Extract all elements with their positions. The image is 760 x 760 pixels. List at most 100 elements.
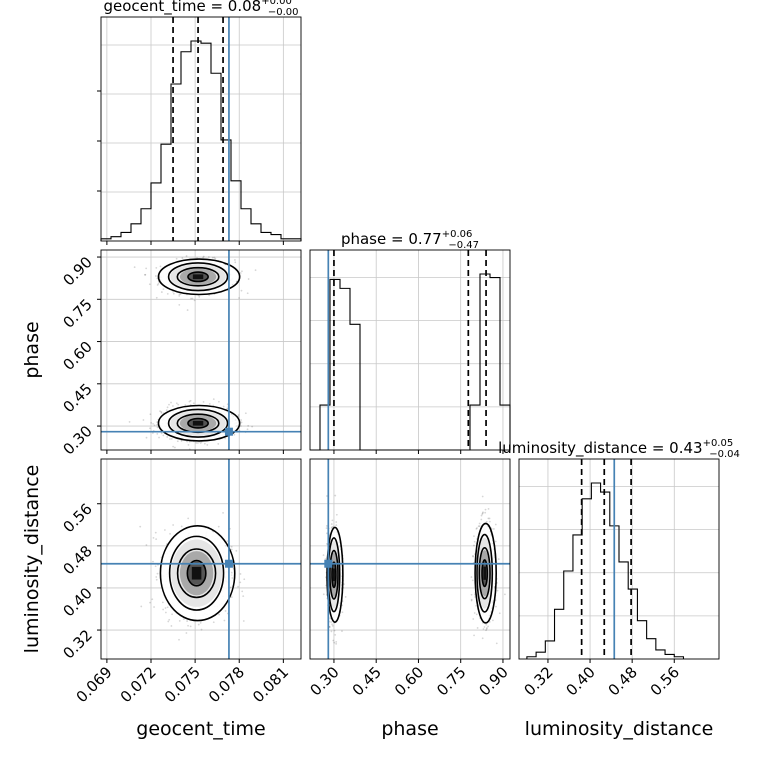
sample-point xyxy=(494,523,497,526)
sample-point xyxy=(160,411,163,414)
contour-line xyxy=(186,559,207,587)
y-tick-label: 0.48 xyxy=(59,542,95,578)
sample-point xyxy=(224,437,227,440)
sample-point xyxy=(160,432,163,435)
sample-point xyxy=(128,421,131,423)
sample-point xyxy=(473,544,475,547)
sample-point xyxy=(179,293,182,296)
sample-point xyxy=(472,554,474,557)
sample-point xyxy=(239,272,242,274)
x-tick-label: 0.48 xyxy=(605,663,641,699)
sample-point xyxy=(150,421,153,424)
histogram-phase xyxy=(310,273,511,451)
x-tick-label: 0.45 xyxy=(349,663,385,699)
sample-point xyxy=(485,520,488,523)
sample-point xyxy=(237,414,240,416)
sample-point xyxy=(486,627,488,629)
sample-point xyxy=(168,403,170,406)
sample-point xyxy=(165,409,168,412)
sample-point xyxy=(187,517,190,520)
sample-point xyxy=(247,424,250,427)
sample-point xyxy=(473,535,475,538)
sample-point xyxy=(470,593,473,596)
sample-point xyxy=(485,623,488,626)
sample-point xyxy=(149,601,151,604)
sample-point xyxy=(470,598,473,601)
sample-point xyxy=(218,613,221,616)
sample-point xyxy=(139,525,142,528)
sample-point xyxy=(494,540,497,543)
sample-point xyxy=(155,296,158,299)
x-tick-label: 0.30 xyxy=(306,663,342,699)
sample-point xyxy=(476,627,479,629)
sample-point xyxy=(191,297,194,300)
sample-point xyxy=(470,576,473,578)
y-tick-label: 0.32 xyxy=(59,626,95,662)
sample-point xyxy=(475,604,478,607)
sample-point xyxy=(166,293,169,295)
sample-point xyxy=(224,610,227,612)
sample-point xyxy=(187,444,190,446)
sample-point xyxy=(178,638,180,641)
x-tick-label: 0.072 xyxy=(117,663,160,706)
sample-point xyxy=(243,578,246,581)
sample-point xyxy=(171,405,174,407)
sample-point xyxy=(325,525,328,527)
sample-point xyxy=(471,579,474,582)
sample-point xyxy=(234,259,236,261)
y-tick-label: 0.45 xyxy=(59,380,95,416)
hist-panel-geocent_time xyxy=(100,17,302,241)
hist-frame-luminosity_distance xyxy=(518,458,720,660)
sample-point xyxy=(156,432,159,435)
panel-title-geocent_time: geocent_time = 0.08+0.00 −0.00 xyxy=(104,0,299,18)
sample-point xyxy=(170,401,172,404)
sample-point xyxy=(242,620,245,622)
sample-point xyxy=(145,436,148,439)
sample-point xyxy=(154,565,157,568)
sample-point xyxy=(164,607,167,609)
sample-point xyxy=(196,442,199,444)
y-axis-label-luminosity_distance: luminosity_distance xyxy=(21,465,43,654)
sample-point xyxy=(481,512,484,515)
sample-point xyxy=(496,589,499,592)
sample-point xyxy=(162,434,165,437)
sample-point xyxy=(472,618,475,620)
sample-point xyxy=(200,628,203,631)
sample-point xyxy=(478,522,481,525)
sample-point xyxy=(207,256,210,258)
sample-point xyxy=(193,299,196,302)
sample-point xyxy=(478,525,481,528)
sample-point xyxy=(251,425,254,428)
sample-point xyxy=(226,540,229,543)
sample-point xyxy=(198,295,201,298)
hist2d-frame-geocent_time-luminosity_distance xyxy=(100,458,302,660)
sample-point xyxy=(326,495,328,497)
sample-point xyxy=(240,421,243,424)
y-axis-label-phase: phase xyxy=(21,321,43,378)
sample-point xyxy=(172,292,175,295)
sample-point xyxy=(488,520,491,523)
sample-point xyxy=(233,433,236,436)
sample-point xyxy=(480,514,483,517)
truth-marker xyxy=(324,559,333,568)
sample-point xyxy=(157,282,160,285)
sample-point xyxy=(488,621,491,623)
truth-marker xyxy=(224,559,233,568)
contour-line xyxy=(157,258,241,296)
histogram-luminosity_distance xyxy=(526,482,685,659)
x-tick-label: 0.56 xyxy=(647,663,683,699)
y-tick-label: 0.30 xyxy=(59,422,95,458)
sample-point xyxy=(330,630,333,633)
x-tick-label: 0.32 xyxy=(520,663,556,699)
sample-point xyxy=(495,605,497,608)
sample-point xyxy=(322,593,325,596)
sample-point xyxy=(217,525,220,528)
sample-point xyxy=(241,590,244,593)
sample-point xyxy=(189,625,192,628)
sample-point xyxy=(246,292,249,295)
sample-point xyxy=(164,611,167,614)
sample-point xyxy=(190,297,192,300)
hist-panel-phase xyxy=(310,250,511,451)
sample-point xyxy=(504,593,506,596)
sample-point xyxy=(488,517,491,520)
